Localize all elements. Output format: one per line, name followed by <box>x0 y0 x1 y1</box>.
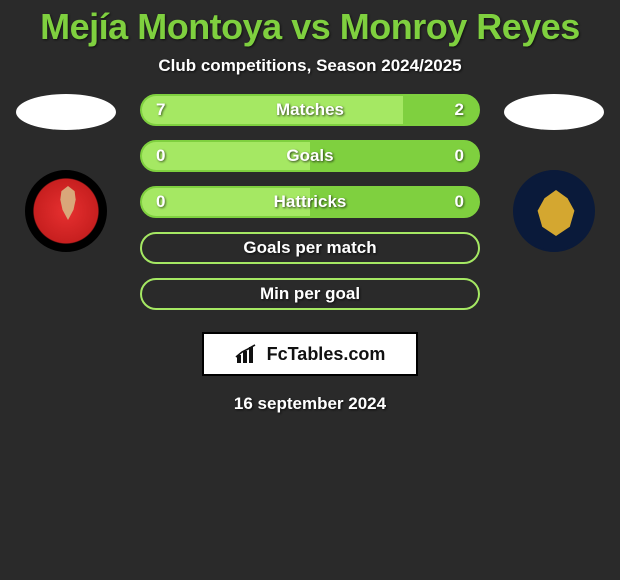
player-left-photo-placeholder <box>16 94 116 130</box>
page-subtitle: Club competitions, Season 2024/2025 <box>0 56 620 76</box>
stat-value-left: 0 <box>156 192 165 212</box>
comparison-card: Mejía Montoya vs Monroy Reyes Club compe… <box>0 0 620 414</box>
stat-bar: 00Goals <box>140 140 480 172</box>
stat-bar: Min per goal <box>140 278 480 310</box>
stat-bar: 72Matches <box>140 94 480 126</box>
footer-date: 16 september 2024 <box>0 394 620 414</box>
player-left-column <box>16 94 116 252</box>
bar-chart-icon <box>235 343 261 365</box>
stat-value-right: 0 <box>455 192 464 212</box>
comparison-row: 72Matches00Goals00HattricksGoals per mat… <box>0 94 620 310</box>
stat-bar-left-segment: 0 <box>142 142 310 170</box>
stat-value-right: 2 <box>455 100 464 120</box>
stat-bar: 00Hattricks <box>140 186 480 218</box>
branding-box: FcTables.com <box>202 332 418 376</box>
player-right-photo-placeholder <box>504 94 604 130</box>
stat-label: Goals per match <box>142 238 478 258</box>
stat-value-left: 0 <box>156 146 165 166</box>
stat-label: Min per goal <box>142 284 478 304</box>
stat-bars: 72Matches00Goals00HattricksGoals per mat… <box>140 94 480 310</box>
branding-text: FcTables.com <box>267 344 386 365</box>
club-badge-left <box>25 170 107 252</box>
club-badge-right <box>513 170 595 252</box>
stat-bar-right-segment: 2 <box>403 96 478 124</box>
stat-bar-right-segment: 0 <box>310 142 478 170</box>
stat-bar: Goals per match <box>140 232 480 264</box>
stat-bar-left-segment: 7 <box>142 96 403 124</box>
player-right-column <box>504 94 604 252</box>
stat-bar-left-segment: 0 <box>142 188 310 216</box>
stat-value-right: 0 <box>455 146 464 166</box>
page-title: Mejía Montoya vs Monroy Reyes <box>0 6 620 48</box>
stat-bar-right-segment: 0 <box>310 188 478 216</box>
stat-value-left: 7 <box>156 100 165 120</box>
